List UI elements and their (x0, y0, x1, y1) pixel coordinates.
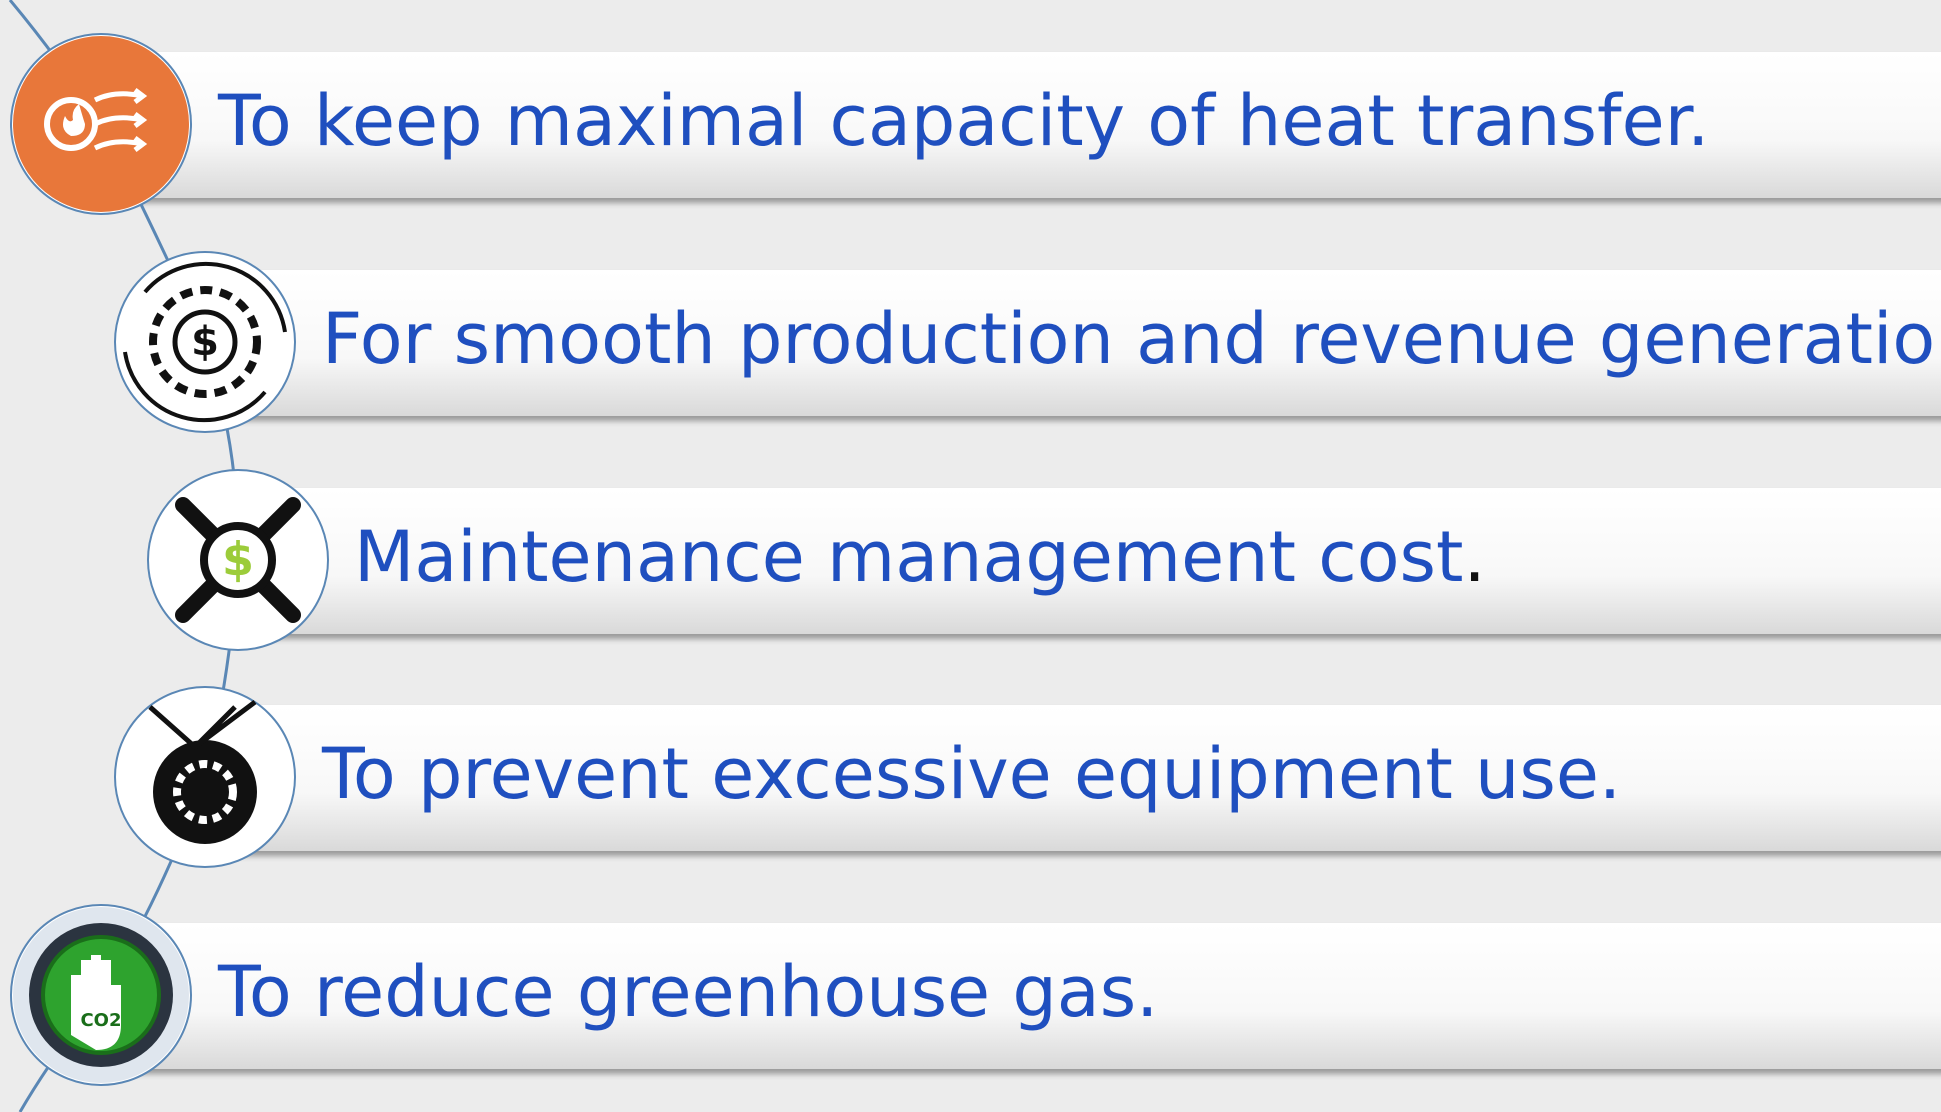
item-icon (11, 34, 191, 214)
slide: $ $ CO2 To keep maximal capacity of heat t… (0, 0, 1941, 1112)
item-text: Maintenance management cost. (354, 516, 1486, 598)
item-text: To keep maximal capacity of heat transfe… (217, 80, 1709, 162)
item-icon: $ (115, 252, 295, 432)
icon-dollar: $ (222, 533, 254, 587)
item-text: For smooth production and revenue genera… (322, 298, 1941, 380)
item-text-main: Maintenance management cost (354, 516, 1463, 598)
item-text: To reduce greenhouse gas. (217, 951, 1158, 1033)
item-text-main: For smooth production and revenue genera… (322, 298, 1941, 380)
icon-co2: CO2 (80, 1010, 121, 1031)
item-icon: $ (148, 470, 328, 650)
item-text: To prevent excessive equipment use. (321, 733, 1621, 815)
icon-dollar: $ (191, 319, 219, 365)
diagram: $ $ CO2 To keep maximal capacity of heat t… (0, 0, 1941, 1112)
item-text-main: To prevent excessive equipment use. (321, 733, 1621, 815)
item-icon: CO2 (11, 905, 191, 1085)
icon-disc (153, 740, 257, 844)
item-text-end: . (1463, 516, 1485, 598)
item-text-main: To reduce greenhouse gas. (217, 951, 1158, 1033)
item-text-main: To keep maximal capacity of heat transfe… (217, 80, 1709, 162)
item-icon (115, 687, 295, 867)
